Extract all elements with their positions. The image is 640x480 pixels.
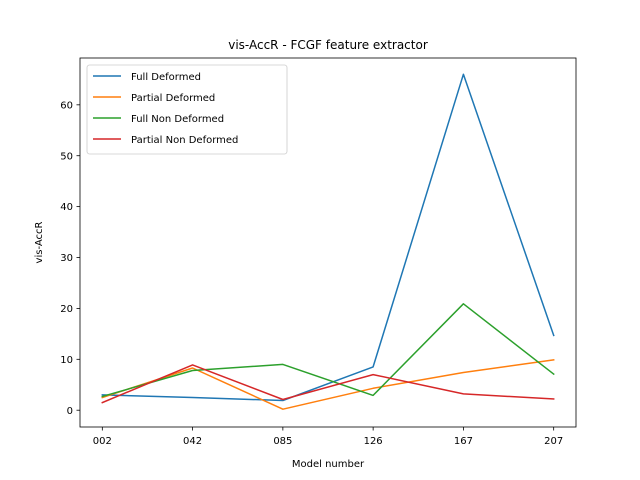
y-tick-label: 40 [60, 202, 73, 213]
y-tick-label: 10 [60, 355, 73, 366]
axes-frame [79, 57, 577, 428]
legend-label: Full Deformed [131, 72, 201, 83]
series-line-partial-deformed [101, 358, 555, 410]
plot-area: 002 042 085 126 167 207 0 10 20 30 40 50 60 [60, 73, 563, 447]
series-line-full-non-deformed [101, 303, 555, 398]
x-tick-label: 002 [93, 436, 112, 447]
legend-label: Partial Non Deformed [131, 135, 238, 146]
y-tick-label: 30 [60, 253, 73, 264]
chart-title: vis-AccR - FCGF feature extractor [228, 38, 428, 52]
x-tick-label: 167 [454, 436, 473, 447]
series-line-partial-non-deformed [101, 364, 555, 404]
x-tick-label: 085 [273, 436, 292, 447]
legend-box [86, 64, 288, 155]
y-axis-label: vis-AccR [34, 221, 45, 263]
x-tick-label: 042 [183, 436, 202, 447]
series-line-full-deformed [101, 73, 555, 402]
legend-label: Full Non Deformed [131, 114, 224, 125]
legend: Full Deformed Partial Deformed Full Non De… [86, 64, 288, 155]
legend-label: Partial Deformed [131, 93, 215, 104]
x-axis-label: Model number [292, 459, 365, 470]
y-tick-label: 20 [60, 304, 73, 315]
y-tick-label: 60 [60, 100, 73, 111]
y-tick-label: 50 [60, 151, 73, 162]
x-tick-label: 207 [544, 436, 563, 447]
x-tick-label: 126 [364, 436, 383, 447]
y-tick-label: 0 [67, 406, 73, 417]
